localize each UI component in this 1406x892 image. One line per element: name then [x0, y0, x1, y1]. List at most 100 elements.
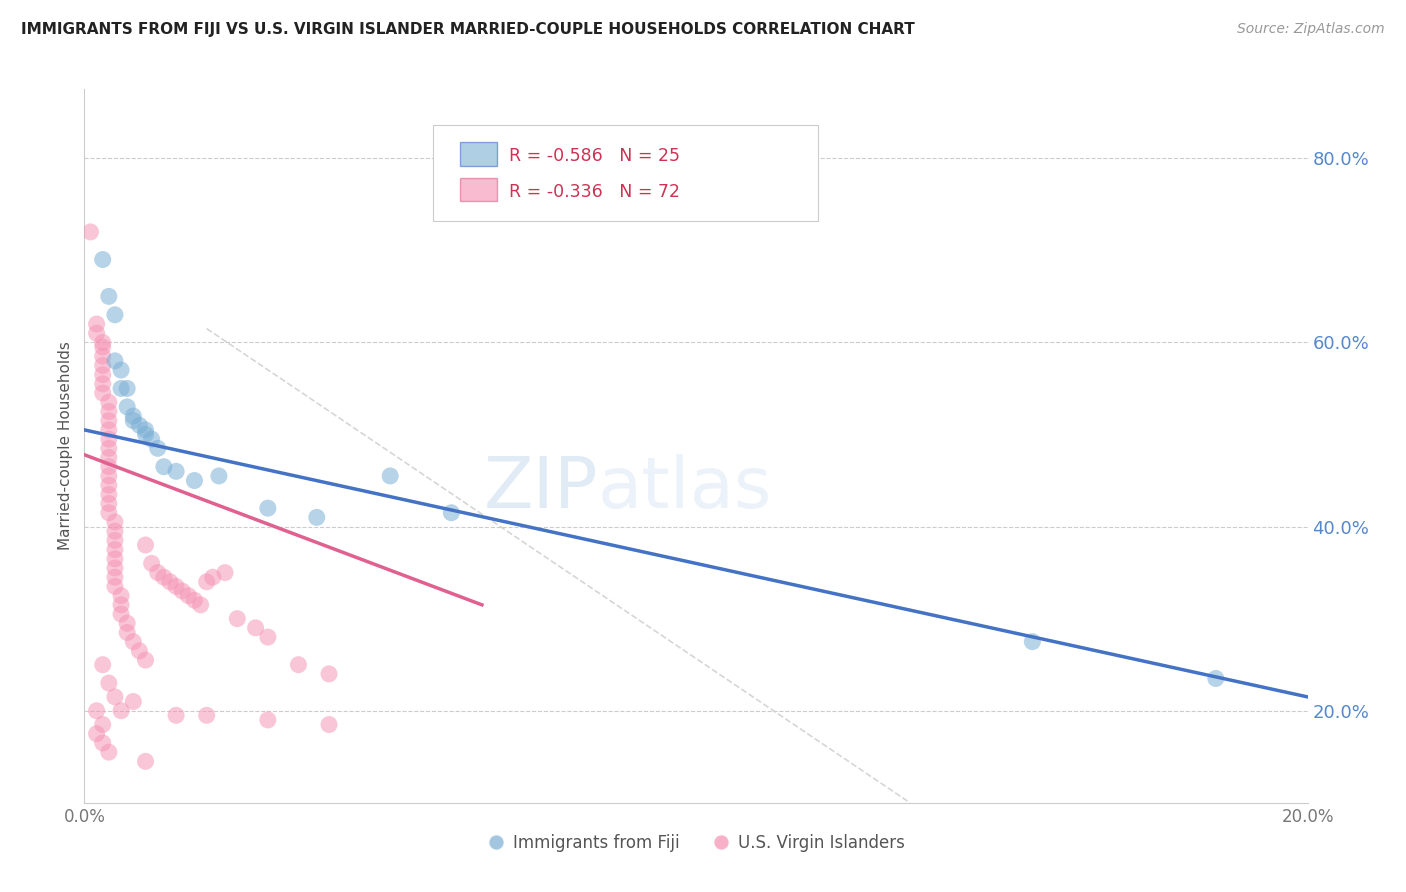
- Point: [122, 634, 145, 648]
- Point: [226, 612, 249, 626]
- Point: [104, 354, 127, 368]
- Point: [128, 418, 150, 433]
- Point: [97, 469, 120, 483]
- Point: [183, 593, 205, 607]
- Point: [177, 589, 200, 603]
- Text: ZIP: ZIP: [484, 454, 598, 524]
- Point: [91, 386, 114, 401]
- Point: [135, 653, 157, 667]
- Point: [91, 717, 114, 731]
- Point: [1021, 634, 1043, 648]
- Point: [91, 340, 114, 354]
- Point: [97, 487, 120, 501]
- Point: [115, 381, 138, 395]
- Point: [104, 533, 127, 548]
- Point: [97, 432, 120, 446]
- Point: [97, 423, 120, 437]
- Point: [135, 423, 157, 437]
- Point: [91, 252, 114, 267]
- Point: [165, 579, 187, 593]
- Point: [110, 589, 132, 603]
- Point: [195, 708, 218, 723]
- Point: [305, 510, 328, 524]
- Point: [141, 557, 163, 571]
- Point: [135, 427, 157, 442]
- Point: [104, 551, 127, 566]
- Point: [214, 566, 236, 580]
- Point: [287, 657, 309, 672]
- Point: [97, 506, 120, 520]
- Text: R = -0.586   N = 25: R = -0.586 N = 25: [509, 147, 681, 165]
- Point: [146, 566, 169, 580]
- Point: [190, 598, 212, 612]
- FancyBboxPatch shape: [433, 125, 818, 221]
- Point: [97, 395, 120, 409]
- Point: [86, 704, 108, 718]
- Point: [141, 432, 163, 446]
- Point: [245, 621, 267, 635]
- Point: [97, 450, 120, 465]
- Point: [91, 376, 114, 391]
- Point: [165, 464, 187, 478]
- Point: [91, 736, 114, 750]
- Point: [115, 616, 138, 631]
- Point: [104, 570, 127, 584]
- Point: [257, 630, 280, 644]
- FancyBboxPatch shape: [460, 142, 496, 166]
- Point: [257, 501, 280, 516]
- Point: [97, 478, 120, 492]
- Point: [110, 607, 132, 621]
- Point: [91, 349, 114, 363]
- Point: [257, 713, 280, 727]
- Point: [135, 755, 157, 769]
- Point: [91, 368, 114, 382]
- Point: [153, 570, 176, 584]
- Point: [1205, 672, 1227, 686]
- Point: [153, 459, 176, 474]
- Point: [104, 308, 127, 322]
- Point: [104, 524, 127, 538]
- Text: atlas: atlas: [598, 454, 772, 524]
- Point: [159, 574, 181, 589]
- Text: Source: ZipAtlas.com: Source: ZipAtlas.com: [1237, 22, 1385, 37]
- Point: [91, 359, 114, 373]
- Point: [165, 708, 187, 723]
- Point: [318, 666, 340, 681]
- Point: [104, 690, 127, 704]
- Point: [115, 400, 138, 414]
- Text: IMMIGRANTS FROM FIJI VS U.S. VIRGIN ISLANDER MARRIED-COUPLE HOUSEHOLDS CORRELATI: IMMIGRANTS FROM FIJI VS U.S. VIRGIN ISLA…: [21, 22, 915, 37]
- Point: [97, 676, 120, 690]
- Point: [86, 727, 108, 741]
- Text: R = -0.336   N = 72: R = -0.336 N = 72: [509, 183, 681, 201]
- Point: [104, 542, 127, 557]
- FancyBboxPatch shape: [460, 178, 496, 202]
- Point: [135, 538, 157, 552]
- Y-axis label: Married-couple Households: Married-couple Households: [58, 342, 73, 550]
- Point: [86, 326, 108, 341]
- Point: [79, 225, 101, 239]
- Point: [128, 644, 150, 658]
- Point: [122, 694, 145, 708]
- Point: [97, 414, 120, 428]
- Point: [97, 745, 120, 759]
- Point: [110, 381, 132, 395]
- Legend: Immigrants from Fiji, U.S. Virgin Islanders: Immigrants from Fiji, U.S. Virgin Island…: [481, 828, 911, 859]
- Point: [380, 469, 402, 483]
- Point: [195, 574, 218, 589]
- Point: [183, 474, 205, 488]
- Point: [318, 717, 340, 731]
- Point: [91, 335, 114, 350]
- Point: [97, 459, 120, 474]
- Point: [86, 317, 108, 331]
- Point: [110, 704, 132, 718]
- Point: [146, 442, 169, 456]
- Point: [172, 584, 194, 599]
- Point: [110, 363, 132, 377]
- Point: [110, 598, 132, 612]
- Point: [115, 625, 138, 640]
- Point: [97, 497, 120, 511]
- Point: [97, 442, 120, 456]
- Point: [91, 657, 114, 672]
- Point: [122, 414, 145, 428]
- Point: [104, 515, 127, 529]
